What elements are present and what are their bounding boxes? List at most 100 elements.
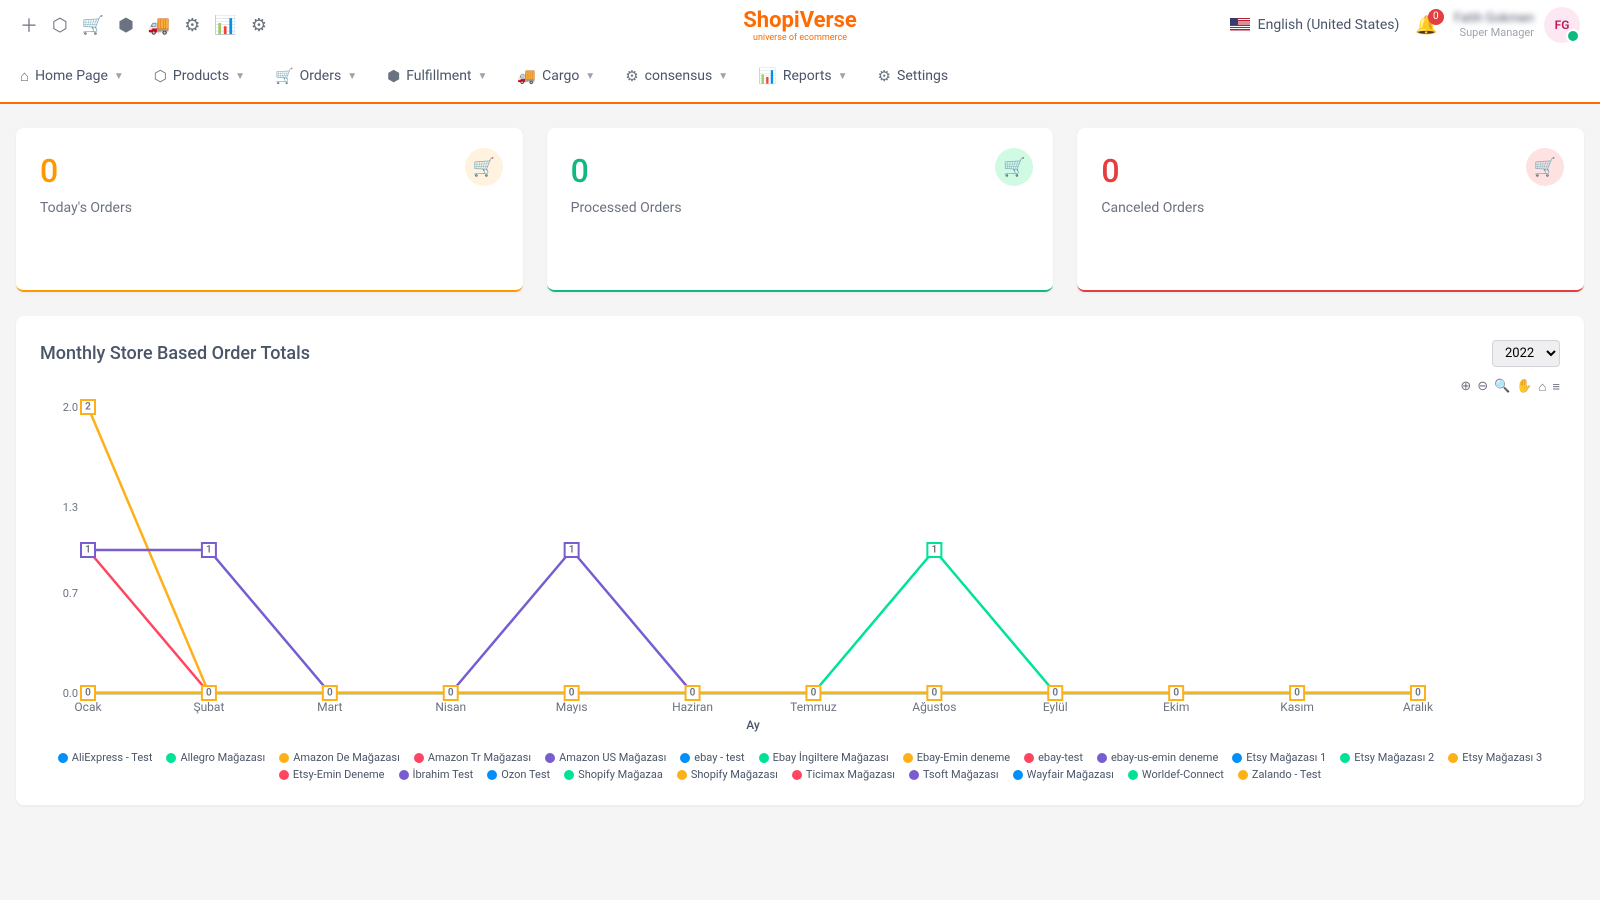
nav-icon: ⚙ <box>625 67 638 85</box>
svg-text:Şubat: Şubat <box>193 700 224 714</box>
language-label: English (United States) <box>1258 17 1400 33</box>
sliders-icon[interactable]: ⚙ <box>184 15 200 36</box>
legend-dot-icon <box>677 770 687 780</box>
svg-text:0: 0 <box>85 688 91 699</box>
gear-icon[interactable]: ⚙ <box>251 15 267 36</box>
truck-icon[interactable]: 🚚 <box>148 15 170 36</box>
legend-label: Etsy Mağazası 1 <box>1246 751 1326 764</box>
pan-icon[interactable]: ✋ <box>1516 379 1532 395</box>
svg-text:0.0: 0.0 <box>63 687 78 700</box>
chart-panel: Monthly Store Based Order Totals 2022 ⊕ … <box>16 316 1584 805</box>
notif-badge: 0 <box>1428 9 1444 25</box>
nav-orders[interactable]: 🛒Orders▼ <box>275 67 357 85</box>
legend-item[interactable]: Amazon Tr Mağazası <box>414 751 531 764</box>
hex-icon[interactable]: ⬢ <box>118 15 134 36</box>
avatar: FG <box>1544 7 1580 43</box>
legend-item[interactable]: Shopify Mağazası <box>677 768 778 781</box>
legend-item[interactable]: Ebay İngiltere Mağazası <box>759 751 889 764</box>
home-icon[interactable]: ⌂ <box>1539 379 1547 395</box>
legend-item[interactable]: Amazon De Mağazası <box>279 751 400 764</box>
legend-label: Allegro Mağazası <box>180 751 265 764</box>
legend-dot-icon <box>166 753 176 763</box>
svg-text:Temmuz: Temmuz <box>790 700 837 714</box>
user-menu[interactable]: Fatih Gokmen Super Manager FG <box>1454 7 1580 43</box>
topbar: ＋ ⬡ 🛒 ⬢ 🚚 ⚙ 📊 ⚙ ShopiVerse universe of e… <box>0 0 1600 50</box>
svg-text:Ekim: Ekim <box>1163 700 1189 714</box>
legend-item[interactable]: Ozon Test <box>487 768 550 781</box>
zoom-out-icon[interactable]: ⊖ <box>1477 379 1488 395</box>
cube-icon[interactable]: ⬡ <box>52 15 68 36</box>
card-value: 0 <box>40 152 499 190</box>
menu-icon[interactable]: ≡ <box>1552 379 1560 395</box>
language-selector[interactable]: English (United States) <box>1230 17 1400 33</box>
nav-cargo[interactable]: 🚚Cargo▼ <box>517 67 595 85</box>
nav-products[interactable]: ⬡Products▼ <box>154 67 245 85</box>
svg-text:2: 2 <box>85 402 91 413</box>
chart-header: Monthly Store Based Order Totals 2022 <box>40 340 1560 367</box>
legend-dot-icon <box>1024 753 1034 763</box>
nav-settings[interactable]: ⚙Settings <box>878 67 949 85</box>
plus-icon[interactable]: ＋ <box>20 12 38 38</box>
zoom-in-icon[interactable]: ⊕ <box>1460 379 1471 395</box>
svg-text:0.7: 0.7 <box>63 587 78 600</box>
user-text: Fatih Gokmen Super Manager <box>1454 11 1534 39</box>
legend-item[interactable]: Shopify Mağazaa <box>564 768 663 781</box>
nav-home-page[interactable]: ⌂Home Page▼ <box>20 67 124 85</box>
chart-area: 0.00.71.32.0OcakŞubatMartNisanMayısHazir… <box>40 399 1560 739</box>
nav-label: Home Page <box>35 68 108 84</box>
legend-item[interactable]: Etsy Mağazası 3 <box>1448 751 1542 764</box>
legend-dot-icon <box>792 770 802 780</box>
notifications[interactable]: 🔔 0 <box>1415 15 1437 36</box>
svg-text:Kasım: Kasım <box>1280 700 1314 714</box>
legend-item[interactable]: Etsy Mağazası 1 <box>1232 751 1326 764</box>
legend-dot-icon <box>1232 753 1242 763</box>
legend-label: Shopify Mağazaa <box>578 768 663 781</box>
chevron-down-icon: ▼ <box>585 71 595 82</box>
legend-item[interactable]: ebay - test <box>680 751 744 764</box>
nav-consensus[interactable]: ⚙ consensus ▼ <box>625 67 728 85</box>
legend-item[interactable]: ebay-us-emin deneme <box>1097 751 1218 764</box>
legend-dot-icon <box>1448 753 1458 763</box>
legend-item[interactable]: Worldef-Connect <box>1128 768 1224 781</box>
legend-dot-icon <box>1128 770 1138 780</box>
zoom-icon[interactable]: 🔍 <box>1494 379 1510 395</box>
legend-item[interactable]: Wayfair Mağazası <box>1013 768 1114 781</box>
svg-text:Haziran: Haziran <box>672 700 713 714</box>
svg-text:Ocak: Ocak <box>74 700 102 714</box>
nav-icon: ⚙ <box>878 67 891 85</box>
cart-icon: 🛒 <box>1526 148 1564 186</box>
svg-text:0: 0 <box>932 688 938 699</box>
legend-item[interactable]: Tsoft Mağazası <box>909 768 999 781</box>
legend-item[interactable]: ebay-test <box>1024 751 1083 764</box>
cart-icon[interactable]: 🛒 <box>82 15 104 36</box>
legend-item[interactable]: Amazon US Mağazası <box>545 751 666 764</box>
legend-item[interactable]: AliExpress - Test <box>58 751 153 764</box>
legend-item[interactable]: İbrahim Test <box>399 768 474 781</box>
legend-label: Amazon Tr Mağazası <box>428 751 531 764</box>
year-select[interactable]: 2022 <box>1492 340 1560 367</box>
logo[interactable]: ShopiVerse universe of ecommerce <box>743 8 857 43</box>
legend-item[interactable]: Etsy-Emin Deneme <box>279 768 385 781</box>
nav-reports[interactable]: 📊Reports▼ <box>758 67 847 85</box>
legend-dot-icon <box>759 753 769 763</box>
legend-item[interactable]: Allegro Mağazası <box>166 751 265 764</box>
flag-icon <box>1230 18 1250 32</box>
legend-label: Ozon Test <box>501 768 550 781</box>
nav-label: Products <box>173 68 229 84</box>
chart-icon[interactable]: 📊 <box>214 15 236 36</box>
legend-item[interactable]: Ticimax Mağazası <box>792 768 895 781</box>
legend-item[interactable]: Zalando - Test <box>1238 768 1321 781</box>
chevron-down-icon: ▼ <box>718 71 728 82</box>
nav-label: consensus <box>645 68 713 84</box>
nav-fulfillment[interactable]: ⬢Fulfillment▼ <box>387 67 487 85</box>
legend-item[interactable]: Etsy Mağazası 2 <box>1340 751 1434 764</box>
cart-icon: 🛒 <box>465 148 503 186</box>
legend-item[interactable]: Ebay-Emin deneme <box>903 751 1010 764</box>
svg-text:1: 1 <box>206 545 212 556</box>
svg-text:0: 0 <box>206 688 212 699</box>
legend-label: İbrahim Test <box>413 768 474 781</box>
legend-label: Etsy Mağazası 3 <box>1462 751 1542 764</box>
svg-text:Eylül: Eylül <box>1043 700 1068 714</box>
stat-card-1: 0Processed Orders🛒 <box>547 128 1054 292</box>
svg-text:0: 0 <box>1052 688 1058 699</box>
